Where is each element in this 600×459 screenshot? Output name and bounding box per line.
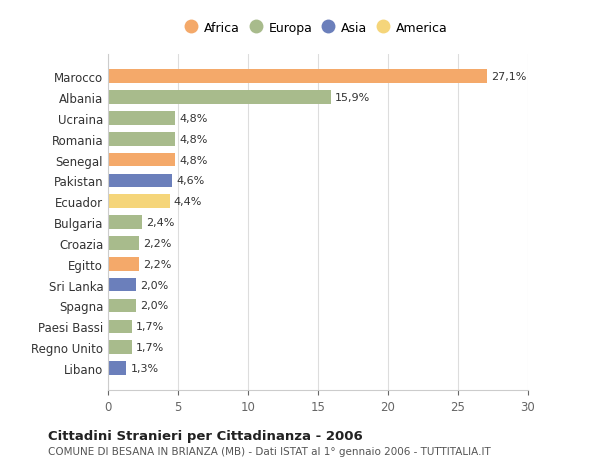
Text: Cittadini Stranieri per Cittadinanza - 2006: Cittadini Stranieri per Cittadinanza - 2… xyxy=(48,429,363,442)
Text: 1,3%: 1,3% xyxy=(130,363,158,373)
Text: 1,7%: 1,7% xyxy=(136,322,164,331)
Text: 2,0%: 2,0% xyxy=(140,301,169,311)
Text: 1,7%: 1,7% xyxy=(136,342,164,353)
Bar xyxy=(108,237,139,250)
Bar xyxy=(108,341,132,354)
Text: 2,2%: 2,2% xyxy=(143,238,172,248)
Text: 2,0%: 2,0% xyxy=(140,280,169,290)
Bar xyxy=(108,91,331,105)
Bar xyxy=(108,174,172,188)
Bar xyxy=(108,320,132,333)
Bar xyxy=(108,153,175,167)
Legend: Africa, Europa, Asia, America: Africa, Europa, Asia, America xyxy=(184,18,452,38)
Text: 2,4%: 2,4% xyxy=(146,218,174,228)
Text: 4,8%: 4,8% xyxy=(179,114,208,123)
Text: 4,8%: 4,8% xyxy=(179,155,208,165)
Bar xyxy=(108,133,175,146)
Bar xyxy=(108,361,126,375)
Text: COMUNE DI BESANA IN BRIANZA (MB) - Dati ISTAT al 1° gennaio 2006 - TUTTITALIA.IT: COMUNE DI BESANA IN BRIANZA (MB) - Dati … xyxy=(48,446,491,456)
Text: 15,9%: 15,9% xyxy=(335,93,370,103)
Bar xyxy=(108,195,170,208)
Text: 4,6%: 4,6% xyxy=(176,176,205,186)
Bar xyxy=(108,299,136,313)
Bar xyxy=(108,112,175,125)
Bar xyxy=(108,278,136,292)
Bar xyxy=(108,257,139,271)
Bar xyxy=(108,70,487,84)
Bar xyxy=(108,216,142,230)
Text: 2,2%: 2,2% xyxy=(143,259,172,269)
Text: 27,1%: 27,1% xyxy=(491,72,527,82)
Text: 4,8%: 4,8% xyxy=(179,134,208,145)
Text: 4,4%: 4,4% xyxy=(174,197,202,207)
